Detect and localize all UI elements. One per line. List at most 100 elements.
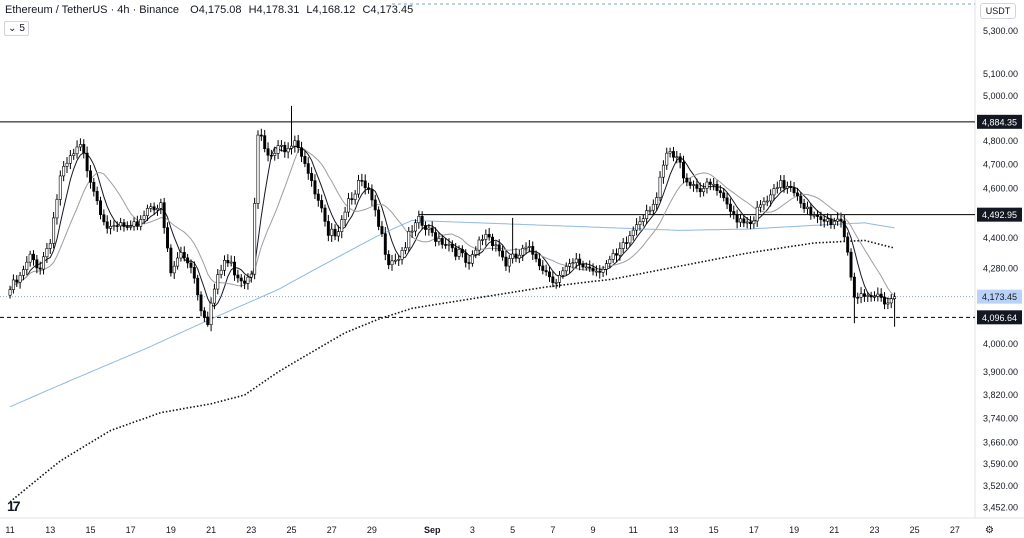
candle-body: [658, 176, 662, 198]
candle-body: [139, 219, 143, 227]
candle: [702, 183, 706, 197]
tradingview-logo[interactable]: 17: [7, 498, 21, 514]
candle-body: [809, 206, 813, 216]
candle-body: [695, 184, 699, 189]
candle-body: [303, 156, 307, 164]
candle-body: [682, 161, 685, 179]
candle: [789, 180, 793, 192]
candle-body: [571, 262, 575, 264]
candle-body: [574, 258, 578, 263]
candle: [246, 273, 250, 290]
candle-body: [816, 214, 819, 217]
candle: [430, 221, 434, 237]
candle-body: [762, 201, 766, 206]
candle: [755, 201, 759, 227]
candle: [618, 242, 622, 261]
y-tick-label: 3,660.00: [983, 438, 1018, 448]
candle: [279, 140, 283, 152]
candle: [42, 252, 46, 275]
candle-body: [145, 208, 149, 216]
indicators-toggle-button[interactable]: ⌄ 5: [4, 21, 29, 36]
candle-body: [290, 145, 293, 149]
candle: [862, 289, 866, 302]
candle-body: [417, 216, 421, 224]
candle-body: [377, 209, 381, 227]
candle: [454, 243, 458, 261]
candle: [816, 210, 819, 224]
candle: [300, 141, 304, 163]
ohlc-open-key: O: [190, 4, 199, 16]
symbol-title[interactable]: Ethereum / TetherUS · 4h · Binance: [5, 4, 180, 16]
candle-body: [32, 253, 35, 261]
candle-body: [343, 211, 347, 220]
candle-body: [537, 258, 541, 267]
candle: [360, 173, 364, 187]
candle-body: [819, 216, 823, 220]
candle: [708, 178, 712, 191]
candle: [648, 206, 652, 215]
candle: [52, 212, 56, 249]
candle-body: [142, 215, 146, 220]
candle: [189, 259, 193, 274]
candle: [209, 297, 213, 332]
candle: [253, 197, 257, 280]
candle-body: [685, 177, 689, 183]
candle-body: [497, 244, 501, 252]
candle-body: [78, 144, 82, 148]
candle: [551, 271, 555, 288]
candle: [229, 255, 233, 267]
x-tick-label: 17: [126, 525, 136, 535]
candle-body: [494, 244, 498, 247]
candle-body: [581, 263, 585, 268]
ohlc-high-value: 4,178.31: [256, 4, 300, 16]
candle: [695, 178, 699, 193]
candle-body: [159, 202, 163, 209]
candle-body: [333, 228, 337, 237]
candle-body: [846, 236, 850, 253]
candle: [742, 215, 746, 228]
candle-body: [306, 163, 310, 174]
candle-body: [413, 222, 417, 232]
candle-body: [742, 218, 746, 224]
candle-body: [712, 183, 716, 186]
candle: [869, 291, 873, 302]
candle-body: [82, 144, 86, 154]
candle: [145, 204, 149, 221]
candle-body: [350, 198, 354, 200]
candle-body: [223, 259, 226, 271]
ohlc-open-value: 4,175.08: [198, 4, 242, 16]
candle-body: [192, 267, 196, 279]
candle: [206, 311, 210, 327]
candle-body: [313, 180, 317, 195]
x-tick-label: 11: [5, 525, 14, 535]
candle-body: [749, 221, 752, 225]
x-tick-label: 9: [591, 525, 596, 535]
candle: [712, 177, 716, 191]
candle-body: [162, 202, 166, 228]
candle: [18, 271, 22, 289]
candle: [842, 214, 846, 242]
candle: [856, 292, 860, 304]
candle: [470, 250, 474, 267]
candle: [625, 236, 629, 249]
candle: [35, 254, 39, 274]
ma-slow-line: [9, 219, 895, 408]
candle-body: [671, 151, 675, 158]
last-price-tag: [977, 289, 1022, 304]
candle-body: [152, 206, 156, 211]
candle-body: [638, 221, 642, 226]
candle-body: [169, 247, 173, 274]
horizontal-levels[interactable]: [0, 121, 975, 318]
y-tick-label: 3,452.00: [983, 503, 1018, 513]
candle: [11, 274, 15, 294]
candle: [651, 199, 655, 215]
gear-icon[interactable]: ⚙: [985, 525, 994, 536]
candle: [511, 217, 515, 264]
symbol-header[interactable]: Ethereum / TetherUS · 4h · Binance O4,17…: [5, 4, 417, 16]
candle-body: [199, 294, 203, 312]
candle: [584, 262, 588, 271]
currency-button[interactable]: USDT: [980, 3, 1016, 19]
candle: [745, 217, 749, 229]
candle: [434, 227, 438, 247]
